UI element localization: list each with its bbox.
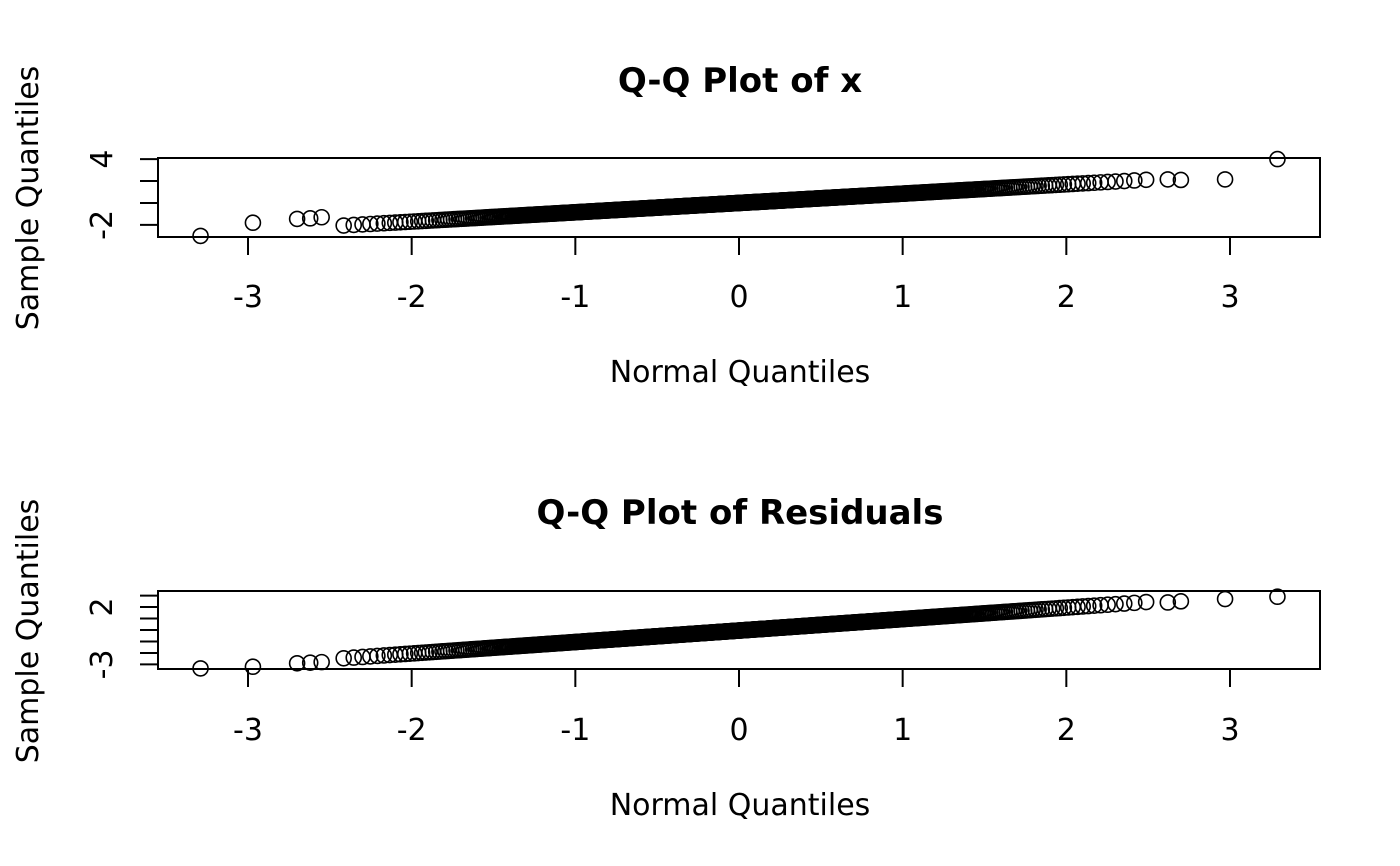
data-point [362, 215, 379, 233]
points [192, 588, 1286, 677]
data-point [1079, 597, 1097, 615]
data-point [1137, 171, 1155, 189]
data-point [1051, 176, 1069, 194]
x-axis: -3 -2 -1 0 1 2 3 [233, 236, 1240, 315]
y-tick-label: -3 [85, 649, 120, 679]
data-point [401, 645, 419, 662]
data-point [301, 210, 319, 227]
data-point [375, 214, 393, 232]
data-point [345, 216, 363, 234]
data-point [1137, 593, 1155, 611]
data-point [1099, 173, 1116, 191]
data-point [1126, 594, 1143, 612]
panel-qq-x: Q-Q Plot of x Normal Quantiles Sample Qu… [11, 61, 1321, 390]
data-point [244, 658, 262, 676]
data-point [1085, 597, 1103, 614]
data-point [1055, 599, 1073, 617]
x-tick-label: 1 [893, 713, 912, 748]
data-point [369, 215, 386, 232]
chart-title: Q-Q Plot of x [618, 61, 862, 101]
y-axis-label: Sample Quantiles [11, 66, 46, 331]
data-point [1172, 171, 1190, 189]
x-axis-label: Normal Quantiles [610, 355, 871, 390]
data-point [392, 646, 409, 663]
data-point [1079, 174, 1097, 192]
x-tick-label: 3 [1220, 280, 1239, 315]
x-tick-label: 2 [1057, 280, 1076, 315]
data-point [1269, 588, 1286, 606]
y-axis: -3 2 [85, 594, 159, 679]
data-point [1069, 598, 1086, 616]
x-tick-label: -1 [560, 280, 590, 315]
data-point [335, 649, 352, 667]
data-point [288, 654, 306, 672]
data-point [392, 213, 409, 231]
data-point [362, 648, 379, 665]
x-tick-label: -1 [560, 713, 590, 748]
x-tick-label: 0 [729, 280, 748, 315]
y-tick-label: 2 [85, 598, 120, 617]
data-point [1216, 171, 1234, 188]
data-point [1085, 174, 1103, 192]
chart-title: Q-Q Plot of Residuals [537, 493, 944, 533]
data-point [1107, 173, 1124, 190]
x-tick-label: -2 [397, 280, 427, 315]
data-point [1115, 595, 1133, 612]
data-point [1115, 172, 1133, 190]
data-point [345, 649, 363, 666]
data-point [1269, 150, 1286, 168]
x-axis-label: Normal Quantiles [610, 788, 871, 823]
y-axis: -2 4 [85, 150, 159, 240]
data-point [1069, 175, 1086, 192]
data-point [244, 214, 262, 232]
data-point [1159, 594, 1177, 611]
data-point [288, 210, 306, 228]
x-tick-label: -3 [233, 280, 263, 315]
data-point [1159, 171, 1177, 188]
data-point [1055, 176, 1073, 193]
data-point [301, 654, 319, 671]
x-tick-label: 1 [893, 280, 912, 315]
panel-qq-residuals: Q-Q Plot of Residuals Normal Quantiles S… [11, 493, 1321, 823]
x-tick-label: -3 [233, 713, 263, 748]
data-point [192, 227, 209, 245]
data-point [369, 647, 386, 665]
data-point [401, 213, 419, 231]
x-tick-label: 2 [1057, 713, 1076, 748]
data-point [1074, 175, 1092, 192]
data-point [396, 213, 414, 231]
points [192, 150, 1286, 245]
data-point [375, 647, 393, 664]
x-tick-label: 0 [729, 713, 748, 748]
data-point [1172, 593, 1190, 610]
data-point [1216, 590, 1234, 608]
data-point [1107, 595, 1124, 613]
data-point [396, 645, 414, 663]
x-axis: -3 -2 -1 0 1 2 3 [233, 668, 1240, 748]
data-point [335, 217, 352, 234]
y-tick-label: -2 [85, 210, 120, 240]
data-point [1126, 172, 1143, 189]
data-point [313, 653, 330, 671]
y-tick-label: 4 [85, 150, 120, 169]
data-point [1099, 596, 1116, 614]
y-axis-label: Sample Quantiles [11, 499, 46, 764]
x-tick-label: 3 [1220, 713, 1239, 748]
data-point [192, 660, 209, 677]
data-point [313, 208, 330, 226]
data-point [1074, 598, 1092, 615]
x-tick-label: -2 [397, 713, 427, 748]
